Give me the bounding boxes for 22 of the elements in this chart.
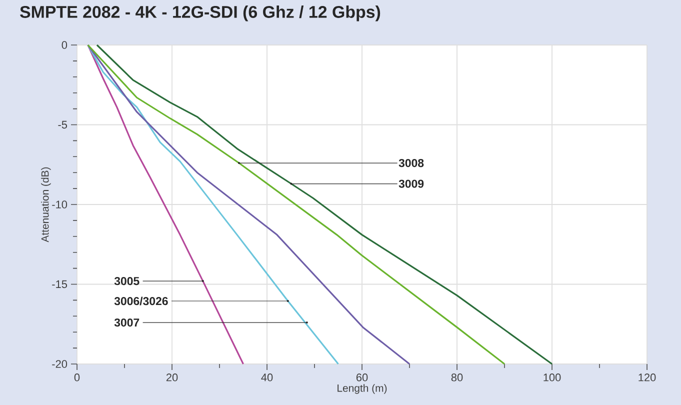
line-series [87, 44, 244, 365]
x-tick-label: 40 [261, 374, 273, 382]
y-tick-label: -15 [52, 280, 68, 288]
chart-title: SMPTE 2082 - 4K - 12G-SDI (6 Ghz / 12 Gbps) [20, 6, 380, 22]
y-axis-title: Attenuation (dB) [41, 167, 51, 242]
y-tick-label: -20 [52, 360, 68, 368]
x-tick-label: 20 [166, 374, 178, 382]
annotation: 3007 [114, 318, 140, 327]
x-axis-title: Length (m) [338, 384, 387, 394]
annotation: 3008 [398, 158, 424, 168]
y-tick-label: -10 [52, 200, 68, 208]
annotation: 3005 [114, 276, 140, 286]
x-tick-label: 60 [356, 374, 368, 382]
x-tick-label: 120 [638, 374, 656, 382]
y-tick-label: 0 [62, 41, 68, 49]
x-tick-label: 0 [74, 374, 80, 382]
annotation: 3006/3026 [114, 296, 168, 306]
line-series [87, 44, 340, 365]
y-tick-label: -5 [58, 120, 68, 129]
annotation: 3009 [398, 180, 424, 188]
x-tick-label: 80 [451, 374, 463, 382]
x-tick-label: 100 [544, 374, 561, 382]
